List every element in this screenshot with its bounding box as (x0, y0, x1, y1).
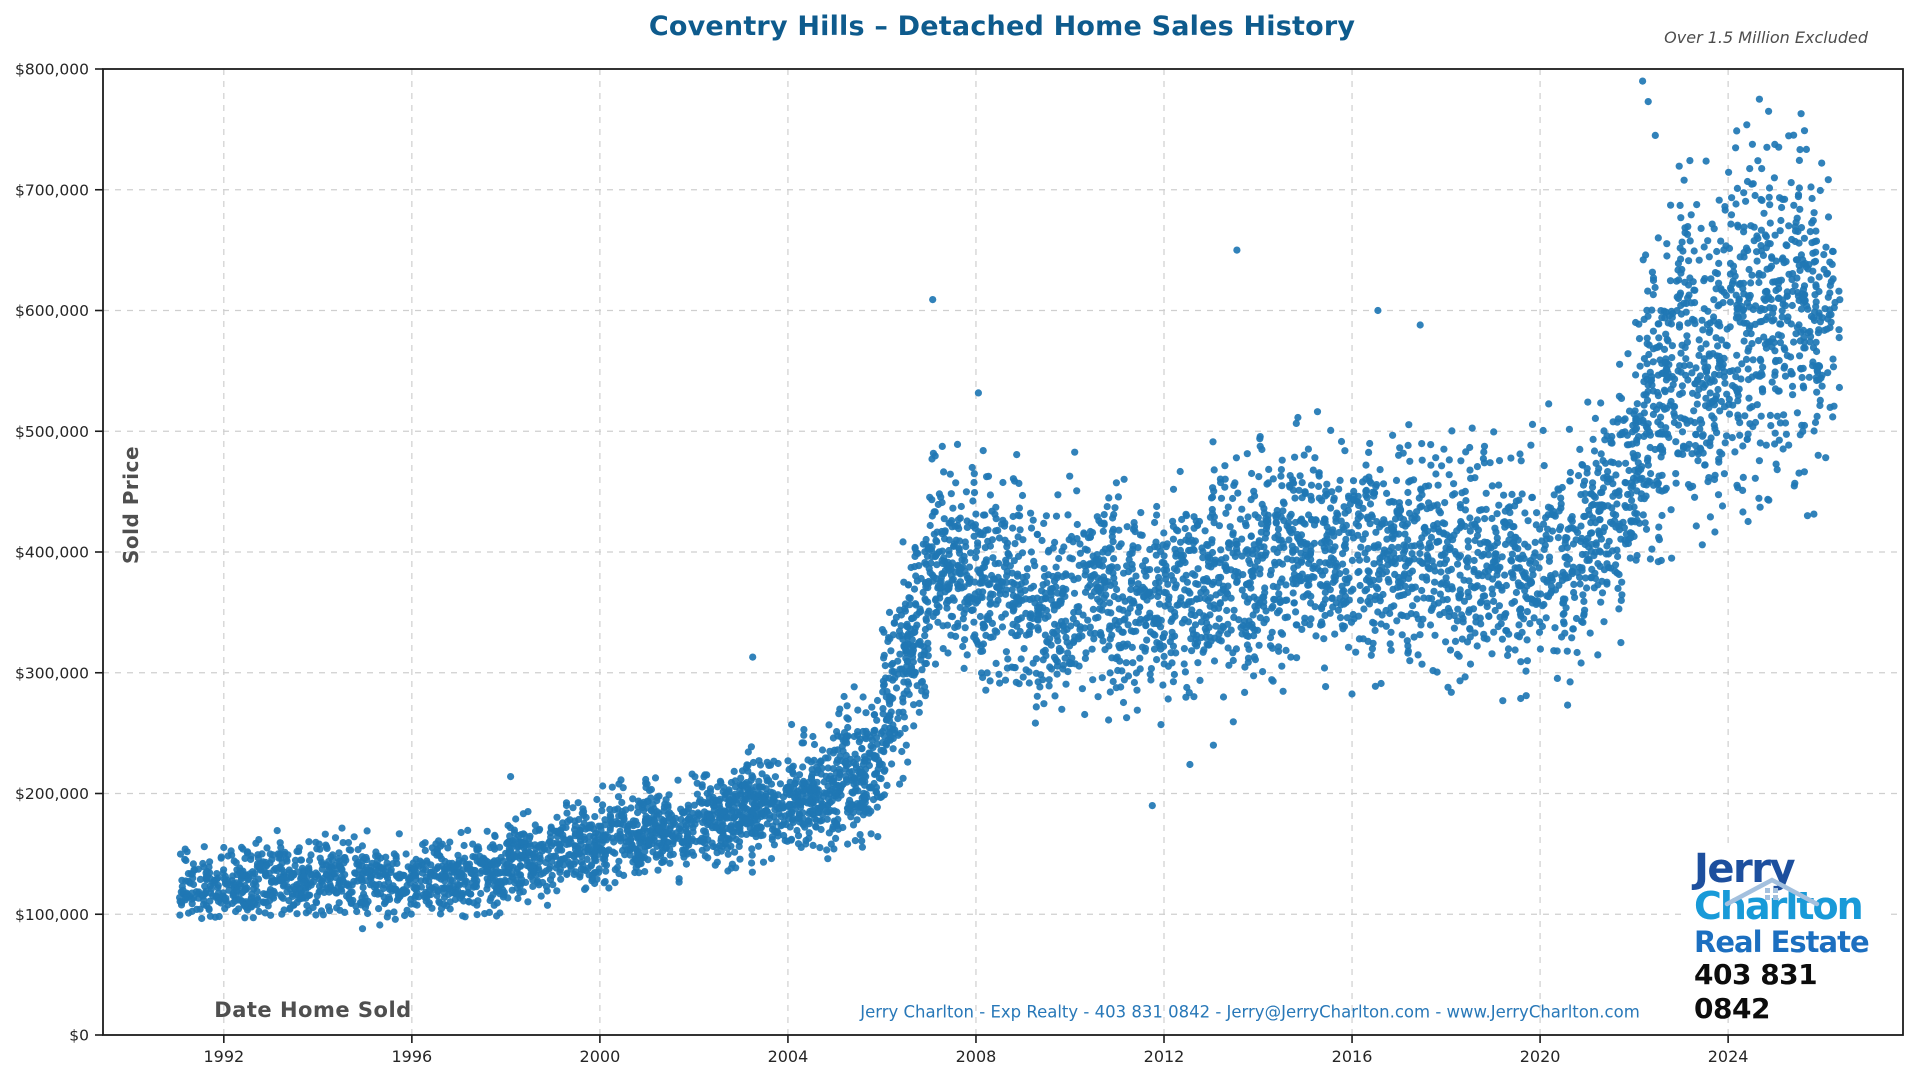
chart-title: Coventry Hills – Detached Home Sales His… (648, 11, 1356, 42)
logo-name-last: Charlton (1694, 884, 1864, 928)
y-tick-labels: $0$100,000$200,000$300,000$400,000$500,0… (15, 61, 89, 1045)
house-roof-icon (1724, 877, 1820, 907)
brand-logo: Jerry Charlton Real Estate 403 831 0842 (1686, 849, 1886, 1025)
logo-real-estate: Real Estate (1694, 925, 1870, 959)
scatter-points (176, 77, 1844, 933)
agent-credit-line: Jerry Charlton - Exp Realty - 403 831 08… (860, 1002, 1640, 1022)
y-axis-label: Sold Price (119, 445, 143, 565)
logo-phone-number: 403 831 0842 (1694, 958, 1818, 1025)
x-tick-labels: 1992 1996 2000 2004 2008 2012 2016 2020 2024 (203, 1047, 1748, 1066)
axis-ticks (95, 68, 1729, 1043)
x-axis-label: Date Home Sold (214, 998, 412, 1022)
exclusion-note: Over 1.5 Million Excluded (1664, 28, 1868, 47)
